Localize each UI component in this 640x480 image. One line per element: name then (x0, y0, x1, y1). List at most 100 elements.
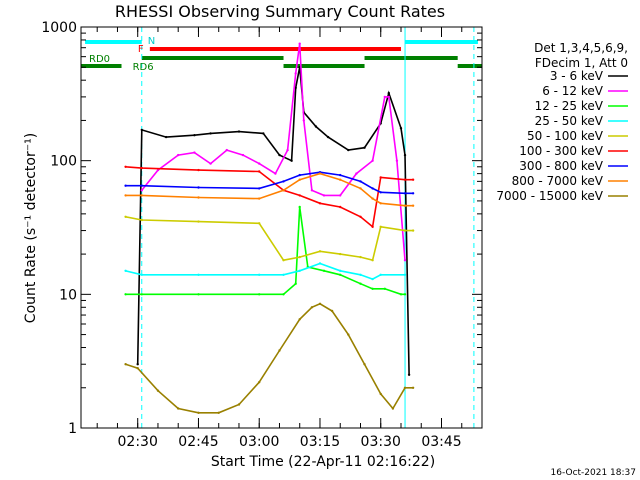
data-point (282, 273, 285, 276)
data-point (217, 411, 220, 414)
legend-label: 7000 - 15000 keV (496, 189, 603, 203)
data-point (403, 229, 407, 232)
data-point (383, 95, 386, 99)
data-point (298, 269, 301, 272)
data-point (124, 184, 127, 187)
data-point (403, 259, 407, 262)
data-point (124, 293, 127, 296)
data-point (197, 196, 200, 199)
x-tick-label: 02:30 (118, 434, 158, 450)
attenuator-flag-label: F (138, 44, 144, 55)
y-tick-label: 10 (59, 287, 77, 303)
data-point (258, 187, 261, 190)
data-point (339, 252, 342, 256)
data-point (140, 293, 143, 296)
data-point (371, 287, 374, 290)
x-tick-label: 03:00 (239, 434, 279, 450)
data-point (294, 86, 297, 90)
data-point (140, 189, 143, 192)
night-flag-label: N (148, 36, 155, 47)
data-point (379, 273, 382, 276)
data-point (359, 180, 362, 183)
legend-label: 12 - 25 keV (535, 99, 604, 113)
data-point (395, 159, 399, 162)
data-point (318, 262, 322, 265)
data-point (282, 180, 285, 183)
data-point (302, 119, 305, 122)
data-point (193, 151, 196, 154)
data-point (411, 192, 415, 195)
data-point (371, 277, 374, 281)
data-point (124, 363, 127, 366)
data-point (339, 194, 342, 197)
data-point (339, 205, 342, 209)
data-point (411, 178, 415, 181)
series-line-1 (141, 43, 406, 261)
data-point (403, 178, 407, 181)
data-point (407, 373, 411, 376)
data-point (136, 363, 139, 366)
legend-header: FDecim 1, Att 0 (535, 56, 628, 70)
legend-label: 300 - 800 keV (519, 159, 603, 173)
data-point (347, 333, 350, 336)
data-point (371, 159, 374, 162)
data-point (140, 273, 143, 276)
data-point (403, 293, 407, 296)
data-point (310, 189, 314, 192)
data-point (258, 170, 261, 173)
data-point (411, 386, 415, 389)
data-point (258, 222, 261, 225)
data-point (298, 318, 301, 321)
data-point (359, 282, 362, 285)
data-point (314, 125, 318, 128)
data-point (339, 173, 342, 177)
data-point (278, 153, 281, 157)
data-point (322, 269, 326, 272)
data-point (371, 187, 374, 190)
data-point (193, 134, 196, 137)
data-point (403, 192, 407, 195)
data-point (124, 269, 127, 272)
data-point (411, 204, 415, 207)
data-point (330, 309, 334, 313)
data-point (403, 153, 407, 157)
data-point (290, 159, 293, 162)
y-tick-label: 1 (68, 421, 77, 437)
data-point (318, 302, 322, 305)
data-point (274, 172, 277, 175)
data-point (363, 146, 366, 149)
data-point (197, 411, 200, 414)
data-point (391, 407, 395, 410)
data-point (258, 197, 261, 200)
data-point (237, 403, 241, 406)
data-point (387, 91, 390, 95)
series-line-4 (125, 216, 414, 262)
data-point (403, 273, 407, 276)
series-line-3 (125, 262, 405, 280)
x-tick-label: 02:45 (178, 434, 218, 450)
rd6-label: RD6 (133, 62, 154, 73)
data-point (140, 128, 143, 132)
data-point (298, 42, 301, 45)
timestamp: 16-Oct-2021 18:37 (551, 468, 636, 478)
legend: Det 1,3,4,5,6,9,FDecim 1, Att 03 - 6 keV… (496, 41, 628, 203)
series-line-8 (125, 302, 414, 414)
data-point (383, 287, 386, 290)
data-point (258, 162, 261, 165)
legend-label: 100 - 300 keV (519, 144, 603, 158)
data-point (258, 381, 261, 384)
data-point (318, 202, 322, 205)
legend-label: 3 - 6 keV (550, 69, 604, 83)
data-point (124, 165, 127, 168)
data-point (298, 255, 301, 259)
data-point (359, 273, 362, 276)
data-point (347, 148, 350, 152)
data-point (156, 389, 160, 392)
data-point (209, 132, 212, 135)
data-point (258, 273, 261, 276)
x-tick-label: 03:30 (361, 434, 401, 450)
data-point (241, 153, 245, 157)
data-point (339, 178, 342, 181)
data-point (298, 173, 301, 177)
data-point (339, 273, 342, 276)
